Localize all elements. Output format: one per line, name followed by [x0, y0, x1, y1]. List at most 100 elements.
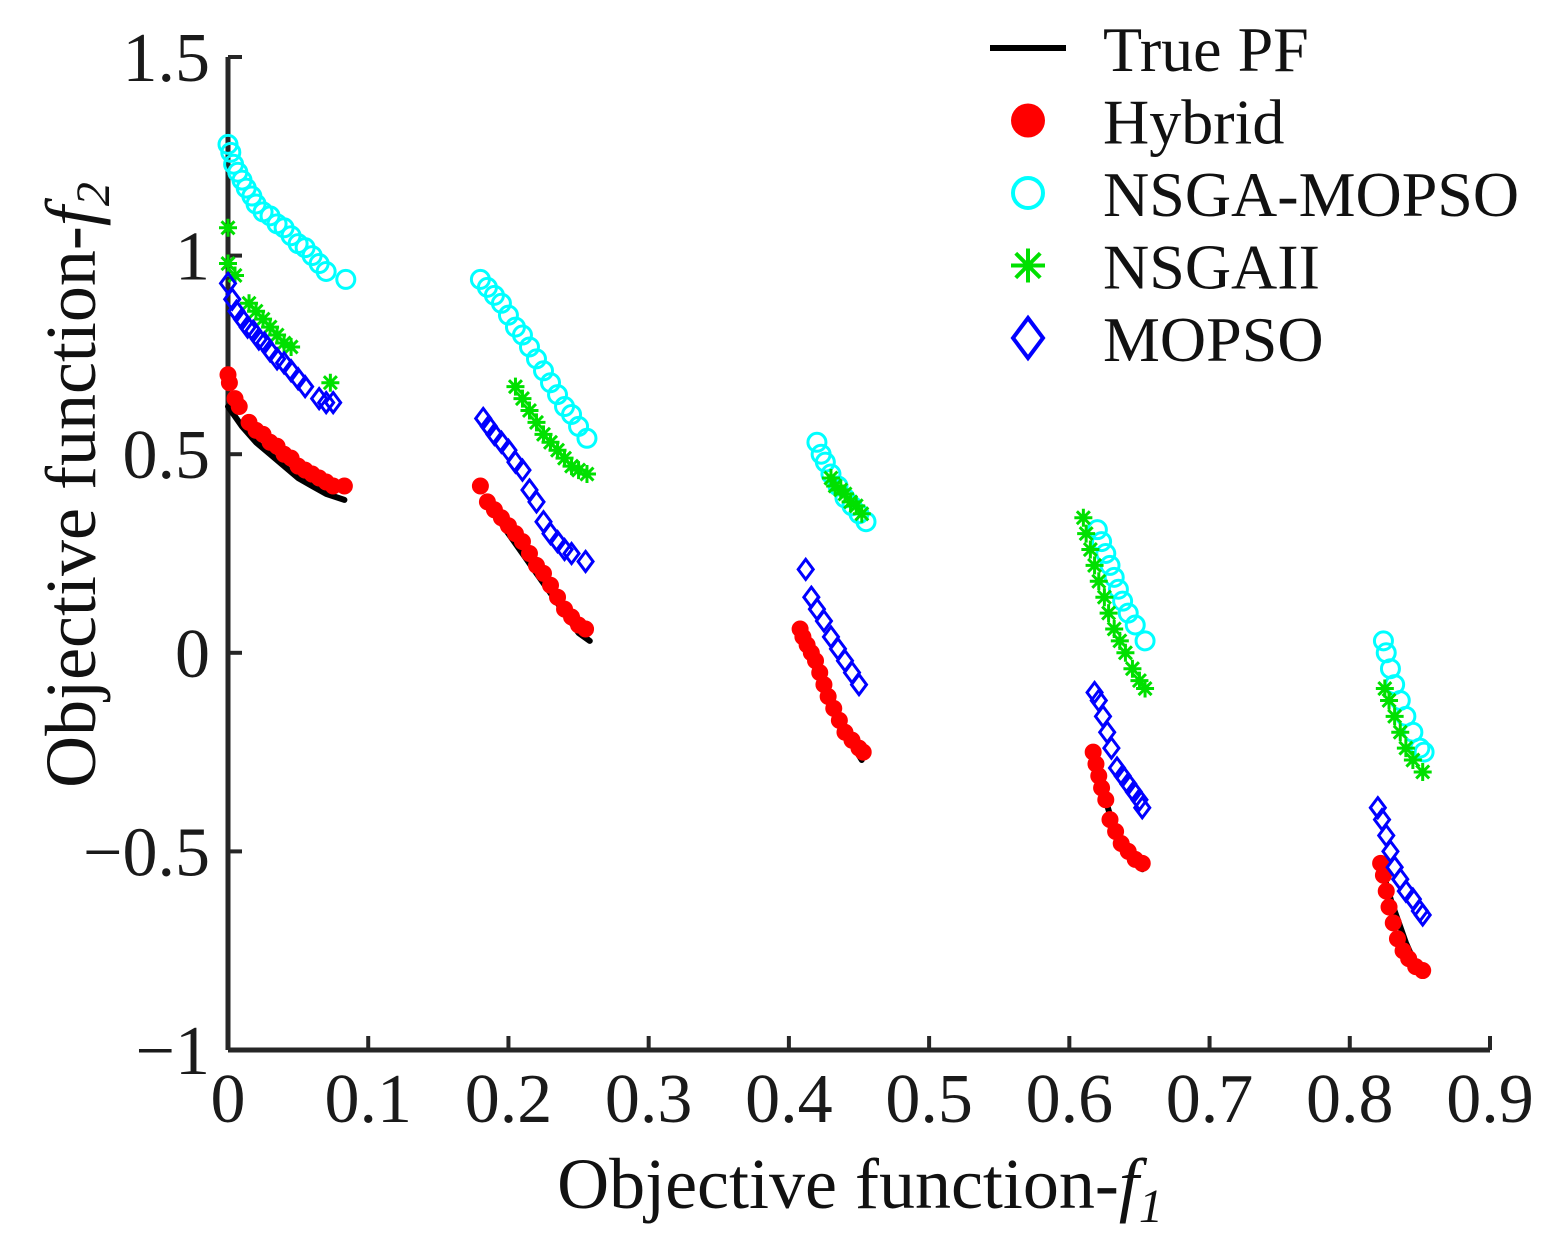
legend-item-mopso: MOPSO	[1010, 304, 1324, 375]
x-tick-label: 0.9	[1446, 1061, 1534, 1138]
nsgaii-point	[1105, 619, 1124, 638]
nsgaii-point	[1077, 524, 1096, 543]
plot-area	[217, 133, 1435, 980]
mopso-point	[796, 556, 816, 582]
legend-label: True PF	[1103, 14, 1309, 85]
legend-item-hybrid: Hybrid	[1011, 87, 1284, 158]
y-tick-label: 0.5	[123, 417, 211, 494]
legend-item-true-pf: True PF	[990, 14, 1309, 85]
x-axis-label-subscript: 1	[1139, 1180, 1163, 1233]
x-tick-label: 0.6	[1026, 1061, 1114, 1138]
nsgaii-point	[835, 484, 854, 503]
nsgaii-point	[534, 425, 553, 444]
nsga-mopso-point	[1107, 578, 1129, 600]
legend-label: MOPSO	[1103, 304, 1324, 375]
nsgaii-point	[1081, 540, 1100, 559]
nsga-mopso-point	[576, 427, 598, 449]
nsga-mopso-point	[315, 260, 337, 282]
hybrid-point	[230, 398, 248, 416]
mopso-point	[513, 457, 532, 483]
nsga-mopso-point	[335, 268, 357, 290]
nsgaii-point	[261, 318, 280, 337]
legend-label: NSGAII	[1103, 232, 1320, 303]
nsgaii-point	[1130, 671, 1149, 690]
mopso-point	[576, 548, 595, 574]
x-tick-label: 0.3	[605, 1061, 693, 1138]
hybrid-point	[1097, 791, 1115, 809]
mopso-point	[534, 509, 553, 535]
nsgaii-point	[268, 326, 287, 345]
nsgaii-point	[541, 433, 560, 452]
mopso-point	[1130, 787, 1149, 813]
nsgaii-point	[527, 413, 546, 432]
nsgaii-point	[852, 504, 871, 523]
nsgaii-point	[219, 254, 237, 273]
hybrid-point	[1380, 898, 1398, 916]
nsgaii-point	[1095, 588, 1114, 607]
nsgaii-point	[569, 461, 588, 480]
series-nsgaii	[219, 218, 1432, 781]
y-axis-label-main: Objective function-	[31, 226, 111, 788]
nsgaii-point	[254, 310, 273, 329]
true-pf-line	[225, 403, 348, 503]
y-tick-label: 1.5	[123, 20, 211, 97]
hybrid-point	[1414, 962, 1432, 980]
x-tick-label: 0.7	[1166, 1061, 1254, 1138]
nsgaii-point	[562, 457, 581, 476]
y-tick-label: −0.5	[83, 814, 210, 891]
x-axis-label-main: Objective function-	[557, 1144, 1119, 1224]
nsgaii-point	[1123, 659, 1142, 678]
y-tick-label: 1	[175, 219, 210, 296]
nsgaii-point	[520, 401, 539, 420]
mopso-point	[323, 390, 343, 416]
nsgaii-point	[275, 333, 294, 352]
nsgaii-point	[1136, 679, 1155, 698]
mopso-point	[828, 636, 848, 662]
series-mopso	[218, 270, 1433, 928]
y-axis-label: Objective function-f2	[31, 182, 120, 788]
series-nsga-mopso	[217, 133, 1435, 763]
nsga-mopso-point	[806, 431, 828, 453]
x-axis-label: Objective function-f1	[557, 1144, 1163, 1233]
mopso-point	[527, 489, 546, 515]
mopso-point	[835, 648, 855, 674]
nsga-mopso-point	[1134, 630, 1156, 652]
hybrid-point	[335, 477, 353, 495]
legend-marker	[1011, 176, 1045, 210]
nsgaii-point	[1391, 723, 1410, 742]
nsgaii-point	[847, 496, 866, 515]
mopso-point	[1413, 902, 1433, 928]
nsgaii-point	[1380, 691, 1399, 710]
hybrid-point	[854, 743, 872, 761]
nsga-mopso-point	[1124, 614, 1146, 636]
mopso-point	[1132, 795, 1152, 821]
nsgaii-point	[555, 449, 574, 468]
hybrid-point	[220, 374, 238, 392]
nsga-mopso-point	[1112, 590, 1134, 612]
nsgaii-point	[1099, 604, 1118, 623]
legend-item-nsgaii: NSGAII	[1011, 232, 1320, 303]
x-tick-label: 0.5	[885, 1061, 973, 1138]
nsgaii-point	[282, 337, 301, 356]
nsgaii-point	[1413, 762, 1432, 781]
nsgaii-point	[1110, 631, 1129, 650]
nsgaii-point	[219, 218, 237, 237]
nsgaii-point	[240, 294, 259, 313]
x-tick-label: 0	[211, 1061, 246, 1138]
y-tick-label: −1	[136, 1013, 210, 1090]
x-tick-label: 0.8	[1306, 1061, 1394, 1138]
x-tick-label: 0.1	[324, 1061, 412, 1138]
nsgaii-point	[1375, 679, 1394, 698]
nsga-mopso-point	[1372, 630, 1394, 652]
legend-marker	[1011, 103, 1045, 138]
nsgaii-point	[1085, 556, 1104, 575]
nsgaii-point	[548, 441, 567, 460]
hybrid-point	[1377, 882, 1395, 900]
hybrid-point	[1133, 854, 1151, 872]
y-axis-label-subscript: 2	[67, 182, 120, 206]
nsgaii-point	[513, 389, 532, 408]
x-tick-label: 0.4	[745, 1061, 833, 1138]
